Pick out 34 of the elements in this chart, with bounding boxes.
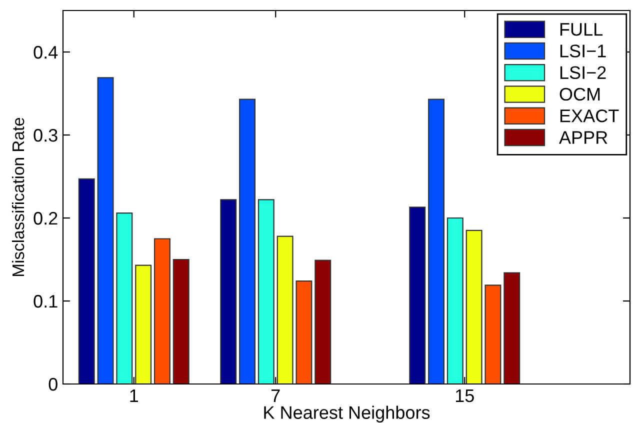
legend-label: LSI−1 xyxy=(560,44,606,58)
x-tick-label: 7 xyxy=(272,390,280,402)
y-tick-label: 0.1 xyxy=(34,294,58,308)
bar xyxy=(504,272,520,384)
bar xyxy=(484,284,502,384)
bar xyxy=(314,260,332,384)
x-axis-title: K Nearest Neighbors xyxy=(264,406,430,423)
bar xyxy=(239,98,256,384)
bar xyxy=(446,217,464,384)
bar xyxy=(466,230,482,384)
y-axis-title: Misclassification Rate xyxy=(12,118,24,276)
legend-label: EXACT xyxy=(560,109,619,122)
bar xyxy=(135,264,152,384)
bar xyxy=(409,206,426,384)
bar xyxy=(97,77,114,384)
bar xyxy=(258,199,274,384)
bar xyxy=(78,178,95,384)
bar xyxy=(276,236,294,384)
bar xyxy=(172,258,190,384)
bar xyxy=(116,212,133,384)
y-tick-label: 0.3 xyxy=(34,128,58,142)
bar xyxy=(296,280,312,384)
bar xyxy=(220,199,237,384)
y-tick-label: 0 xyxy=(48,378,58,391)
legend-label: FULL xyxy=(560,23,603,36)
legend-label: OCM xyxy=(560,88,600,101)
legend-label: LSI−2 xyxy=(560,66,606,80)
x-tick-label: 15 xyxy=(456,390,474,402)
bar xyxy=(428,98,445,384)
legend-label: APPR xyxy=(559,131,608,144)
y-tick-label: 0.4 xyxy=(34,46,58,59)
x-tick-label: 1 xyxy=(130,390,138,402)
bar xyxy=(154,238,170,384)
y-tick-label: 0.2 xyxy=(34,212,58,225)
